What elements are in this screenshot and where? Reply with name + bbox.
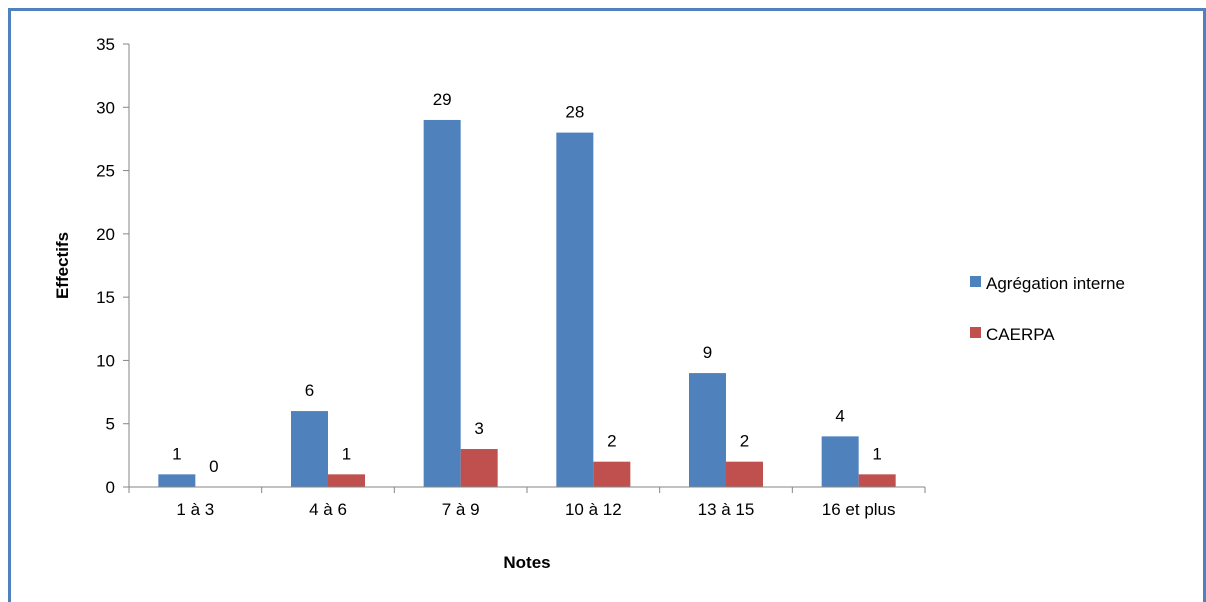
legend-swatch-caerpa [970,327,981,338]
legend: Agrégation interne CAERPA [970,274,1125,344]
data-label-caerpa: 2 [740,432,749,451]
frame-border-top [8,8,1206,11]
x-tick-label: 1 à 3 [176,500,214,519]
data-label-agregation: 29 [433,90,452,109]
y-tick-label: 10 [96,351,115,370]
y-tick-label: 25 [96,162,115,181]
bar-caerpa [328,474,365,487]
data-label-caerpa: 1 [872,444,881,463]
data-label-caerpa: 3 [474,419,483,438]
bars [158,119,896,487]
data-label-caerpa: 2 [607,432,616,451]
x-tick-label: 4 à 6 [309,500,347,519]
y-axis-ticks: 0 5 10 15 20 25 30 35 [96,35,129,497]
x-tick-label: 13 à 15 [698,500,755,519]
data-label-caerpa: 0 [209,457,218,476]
bar-caerpa [460,449,498,487]
legend-swatch-agregation [970,276,981,287]
y-tick-label: 0 [106,478,115,497]
x-tick-label: 7 à 9 [442,500,480,519]
x-axis-ticks: 1 à 3 4 à 6 7 à 9 10 à 12 13 à 15 16 et plus [128,487,926,519]
legend-label-agregation: Agrégation interne [986,274,1125,293]
y-axis-title: Effectifs [53,232,72,299]
data-label-agregation: 9 [703,343,712,362]
data-label-agregation: 28 [565,103,584,122]
bar-agregation [158,474,196,487]
y-tick-label: 30 [96,98,115,117]
bar-caerpa [593,461,631,487]
x-axis-title: Notes [503,553,550,572]
x-tick-label: 10 à 12 [565,500,622,519]
data-label-caerpa: 1 [342,444,351,463]
bar-agregation [689,373,726,487]
data-label-agregation: 6 [305,381,314,400]
frame-border-right [1203,8,1206,602]
bar-agregation [291,411,328,487]
y-tick-label: 15 [96,288,115,307]
legend-label-caerpa: CAERPA [986,325,1055,344]
bar-caerpa [858,474,896,487]
bar-agregation [423,119,461,487]
bar-agregation [556,132,594,487]
bar-caerpa [726,461,763,487]
data-label-agregation: 1 [172,444,181,463]
y-tick-label: 5 [106,415,115,434]
frame-border-left [8,8,11,602]
data-label-agregation: 4 [835,406,844,425]
y-tick-label: 20 [96,225,115,244]
y-tick-label: 35 [96,35,115,54]
bar-agregation [821,436,859,487]
x-tick-label: 16 et plus [822,500,896,519]
